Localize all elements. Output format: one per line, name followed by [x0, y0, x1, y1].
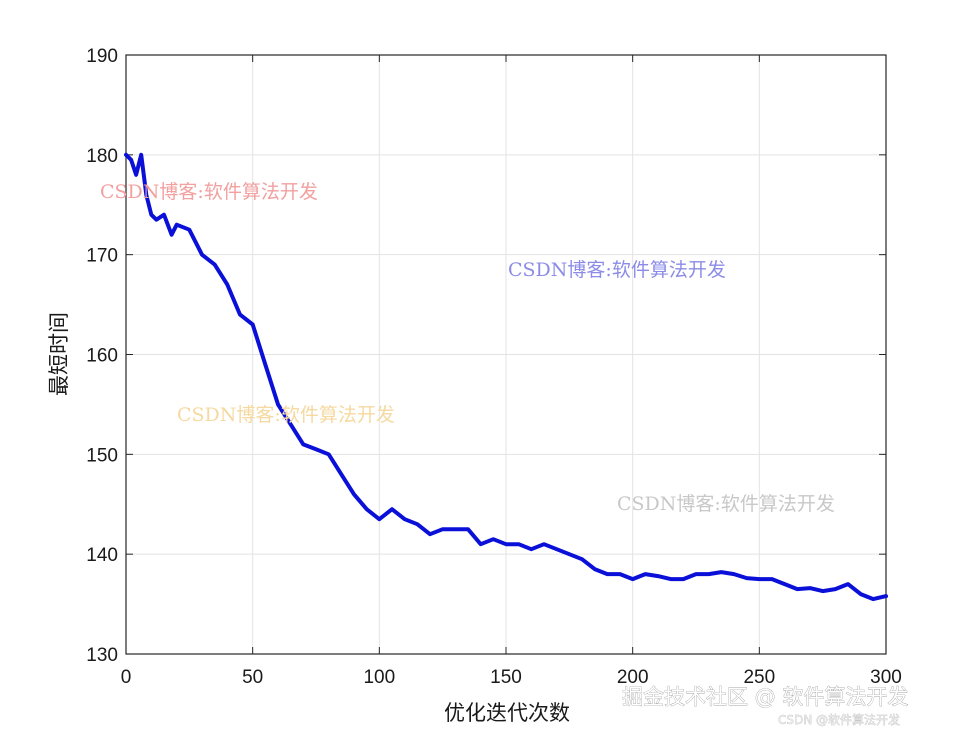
y-tick-label: 130 [86, 645, 118, 666]
y-tick-label: 150 [86, 445, 118, 466]
watermark-gray: CSDN博客:软件算法开发 [617, 493, 835, 515]
axis-ticks: 0 50 100 150 200 250 300 130 140 150 160 170 180 190 [86, 46, 902, 688]
watermark-red: CSDN博客:软件算法开发 [100, 181, 318, 203]
y-tick-label: 180 [86, 146, 118, 167]
x-tick-label: 50 [242, 667, 263, 688]
x-tick-label: 200 [617, 667, 649, 688]
y-tick-label: 160 [86, 346, 118, 367]
x-tick-label: 0 [121, 667, 132, 688]
series-group [124, 152, 888, 602]
grid-lines [126, 55, 886, 654]
x-tick-label: 300 [870, 667, 902, 688]
watermark-blue: CSDN博客:软件算法开发 [508, 259, 726, 281]
y-tick-label: 190 [86, 46, 118, 67]
corner-watermark-primary: 掘金技术社区 @ 软件算法开发 [622, 685, 908, 709]
x-tick-label: 150 [490, 667, 522, 688]
y-tick-label: 140 [86, 545, 118, 566]
series-line [124, 152, 888, 602]
corner-watermark-secondary: CSDN @软件算法开发 [778, 712, 900, 727]
y-tick-label: 170 [86, 246, 118, 267]
x-axis-label: 优化迭代次数 [444, 701, 570, 725]
y-axis-label: 最短时间 [47, 312, 71, 396]
x-tick-label: 100 [363, 667, 395, 688]
x-tick-label: 250 [743, 667, 775, 688]
watermark-yellow: CSDN博客:软件算法开发 [177, 404, 395, 426]
